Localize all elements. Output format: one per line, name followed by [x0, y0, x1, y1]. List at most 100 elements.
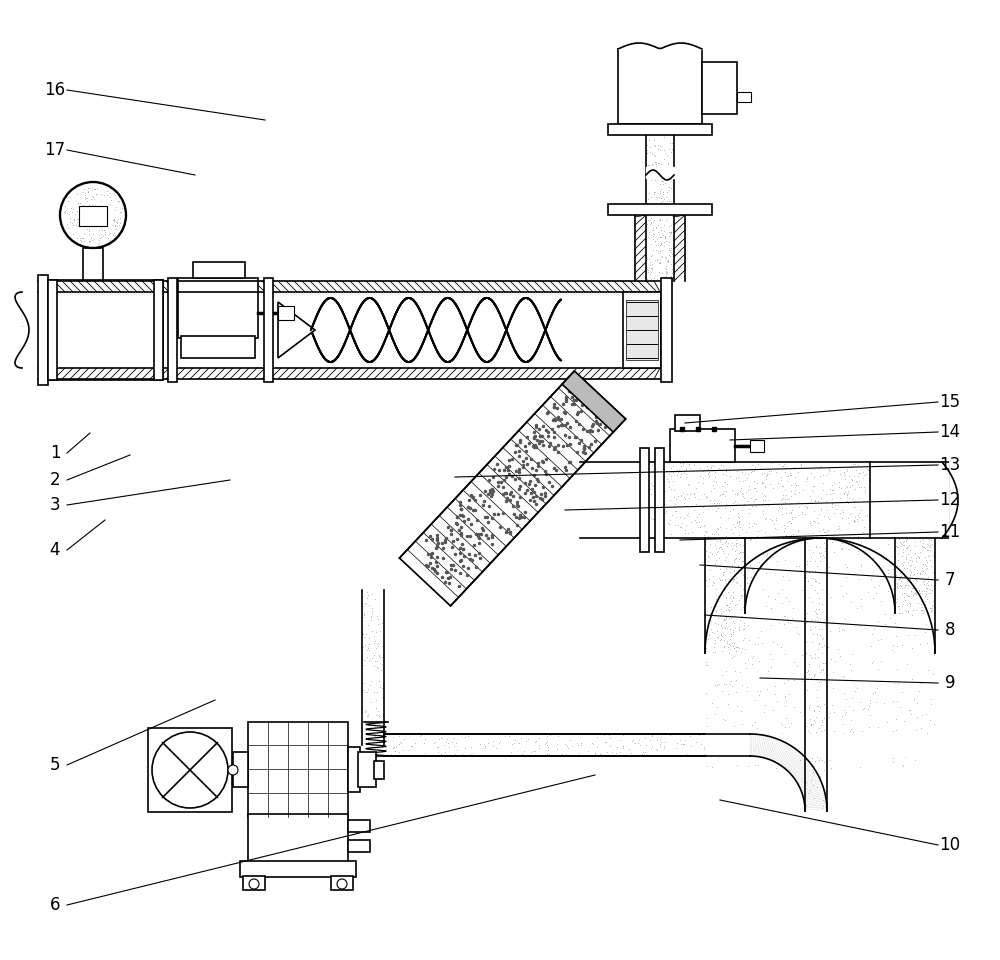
Point [88, 340, 104, 355]
Point [90, 274, 106, 289]
Point [706, 474, 722, 490]
Point [269, 844, 285, 859]
Point [886, 463, 902, 478]
Point [138, 343, 154, 358]
Point [712, 562, 728, 577]
Point [835, 504, 851, 519]
Point [934, 511, 950, 526]
Point [731, 516, 747, 532]
Point [909, 492, 925, 507]
Point [289, 809, 305, 825]
Point [732, 578, 748, 593]
Point [654, 226, 670, 241]
Point [926, 531, 942, 546]
Point [742, 481, 758, 496]
Point [57, 198, 73, 213]
Point [824, 495, 840, 511]
Point [702, 608, 718, 623]
Point [856, 479, 872, 494]
Point [62, 210, 78, 226]
Point [805, 570, 821, 586]
Point [777, 612, 793, 628]
Point [107, 327, 123, 343]
Point [700, 612, 716, 628]
Point [725, 502, 741, 517]
Point [369, 728, 385, 743]
Point [921, 534, 937, 549]
Point [361, 597, 377, 612]
Point [817, 543, 833, 559]
Point [235, 317, 251, 332]
Point [813, 502, 829, 517]
Point [645, 228, 661, 244]
Point [120, 338, 136, 353]
Point [755, 582, 771, 597]
Point [371, 673, 387, 688]
Point [852, 618, 868, 634]
Point [662, 427, 678, 443]
Point [249, 275, 265, 290]
Point [234, 271, 250, 286]
Point [723, 746, 739, 761]
Point [894, 510, 910, 525]
Point [661, 241, 677, 256]
Point [809, 586, 825, 601]
Point [725, 590, 741, 606]
Point [176, 347, 192, 362]
Point [726, 563, 742, 578]
Point [670, 454, 686, 469]
Point [102, 291, 118, 306]
Point [98, 327, 114, 343]
Point [733, 544, 749, 560]
Point [76, 251, 92, 266]
Point [735, 537, 751, 552]
Point [700, 578, 716, 593]
Point [206, 345, 222, 360]
Point [736, 733, 752, 749]
Point [304, 833, 320, 849]
Point [798, 614, 814, 630]
Point [312, 807, 328, 823]
Point [666, 429, 682, 444]
Point [909, 565, 925, 581]
Point [864, 524, 880, 540]
Point [677, 424, 693, 440]
Point [811, 736, 827, 752]
Point [367, 591, 383, 607]
Point [789, 626, 805, 641]
Point [672, 732, 688, 748]
Point [556, 727, 572, 742]
Point [62, 215, 78, 230]
Point [897, 580, 913, 595]
Point [211, 273, 227, 288]
Point [612, 94, 628, 109]
Point [430, 739, 446, 755]
Point [807, 493, 823, 509]
Point [136, 305, 152, 321]
Point [187, 349, 203, 365]
Point [321, 846, 337, 861]
Point [815, 792, 831, 807]
Point [93, 186, 109, 202]
Point [596, 742, 612, 757]
Point [911, 583, 927, 598]
Point [692, 468, 708, 483]
Point [799, 664, 815, 680]
Point [704, 577, 720, 592]
Point [699, 621, 715, 636]
Point [189, 302, 205, 318]
Point [134, 304, 150, 320]
Point [664, 730, 680, 745]
Point [898, 578, 914, 593]
Point [699, 621, 715, 636]
Point [810, 612, 826, 628]
Point [725, 571, 741, 587]
Point [725, 623, 741, 638]
Point [64, 336, 80, 351]
Point [94, 215, 110, 230]
Point [630, 728, 646, 743]
Point [724, 540, 740, 556]
Point [185, 277, 201, 293]
Point [275, 848, 291, 863]
Point [647, 233, 663, 249]
